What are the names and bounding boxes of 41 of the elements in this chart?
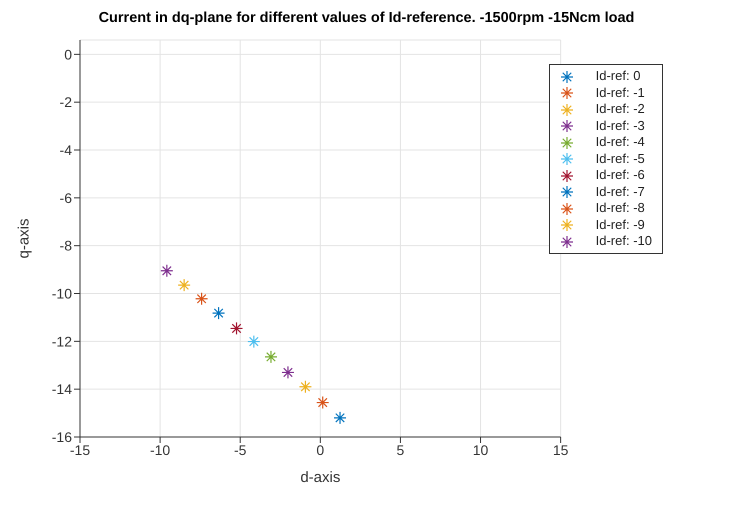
chart-title: Current in dq-plane for different values of Id-reference. -1500rpm -15Ncm load <box>98 9 636 28</box>
point <box>212 306 226 320</box>
y-tick-label: -14 <box>52 381 72 398</box>
point <box>298 380 312 394</box>
point <box>160 264 174 278</box>
point <box>281 366 295 380</box>
x-tick-label: 0 <box>316 442 324 458</box>
x-axis-title: d-axis <box>300 469 340 486</box>
x-tick-label: -15 <box>70 442 90 458</box>
y-axis-title: q-axis <box>15 218 32 259</box>
y-tick-label: -6 <box>60 190 72 206</box>
point <box>264 350 278 364</box>
y-tick-label: -16 <box>52 428 72 445</box>
legend-label: Id-ref: -8 <box>596 200 645 215</box>
point <box>230 322 244 336</box>
y-tick-label: -4 <box>60 142 72 158</box>
x-tick-label: 10 <box>472 442 489 458</box>
legend-label: Id-ref: -10 <box>596 233 652 248</box>
point <box>178 278 191 292</box>
x-tick-label: -5 <box>234 442 247 458</box>
y-tick-label: -8 <box>60 238 72 254</box>
legend-label: Id-ref: -4 <box>596 134 645 149</box>
y-tick-label: 0 <box>64 46 72 62</box>
y-tick-label: -12 <box>52 333 72 350</box>
legend-label: Id-ref: -7 <box>596 184 645 198</box>
legend-label: Id-ref: -6 <box>596 167 645 182</box>
point <box>195 292 208 306</box>
point <box>316 396 330 410</box>
legend-label: Id-ref: 0 <box>596 68 640 83</box>
legend-label: Id-ref: -3 <box>596 118 645 132</box>
x-tick-label: -10 <box>150 442 170 458</box>
legend-label: Id-ref: -2 <box>596 101 645 116</box>
point <box>247 334 260 348</box>
legend-label: Id-ref: -9 <box>596 216 645 232</box>
x-tick-label: 5 <box>396 442 405 458</box>
y-tick-label: -10 <box>52 285 72 302</box>
x-tick-label: 15 <box>552 442 569 458</box>
point <box>333 411 347 424</box>
y-tick-label: -2 <box>60 94 72 110</box>
legend-label: Id-ref: -5 <box>596 150 645 166</box>
legend-label: Id-ref: -1 <box>596 84 645 100</box>
